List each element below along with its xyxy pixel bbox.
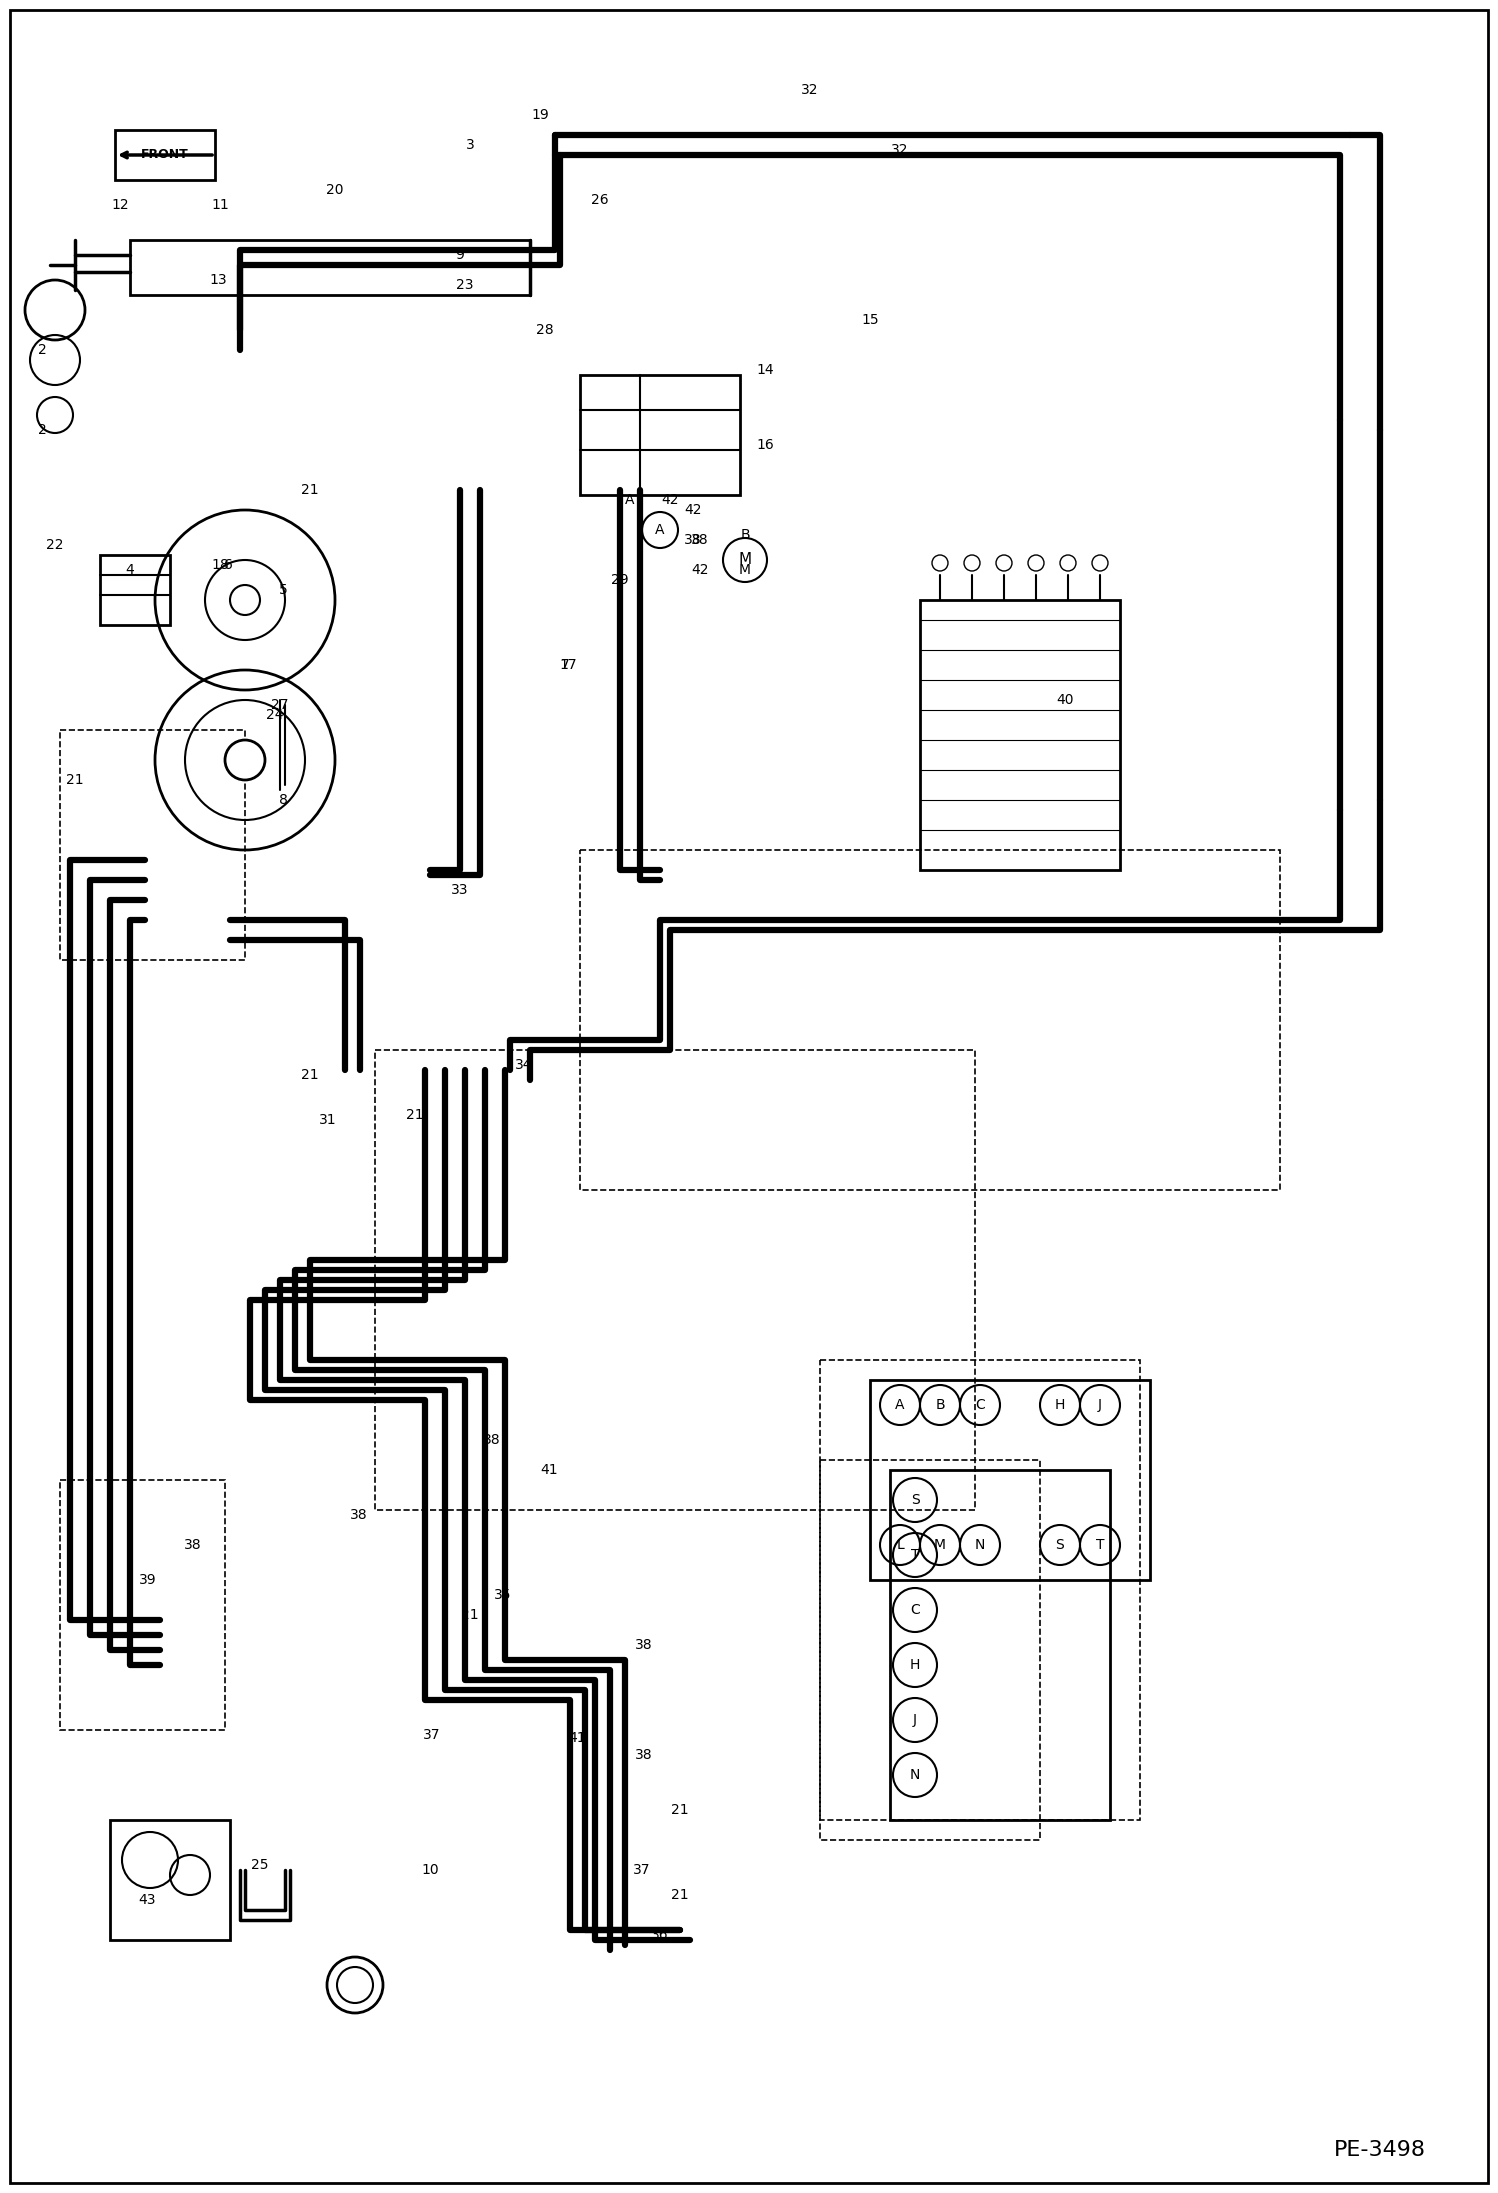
Text: 32: 32 (801, 83, 819, 96)
Text: 9: 9 (455, 248, 464, 261)
Text: A: A (625, 493, 635, 507)
Text: S: S (1056, 1537, 1065, 1553)
Text: C: C (975, 1397, 984, 1412)
Text: 2: 2 (37, 423, 46, 436)
Text: 6: 6 (223, 557, 232, 572)
Text: 5: 5 (279, 583, 288, 596)
Text: 12: 12 (111, 197, 129, 213)
Text: 27: 27 (271, 697, 289, 713)
Text: 21: 21 (301, 1068, 319, 1081)
Bar (920, 601, 1121, 871)
Text: 33: 33 (451, 884, 469, 897)
Text: B: B (740, 529, 750, 542)
Text: 38: 38 (691, 533, 709, 546)
Bar (60, 730, 246, 961)
Text: 37: 37 (634, 1864, 650, 1877)
Text: 11: 11 (211, 197, 229, 213)
Text: 41: 41 (568, 1730, 586, 1746)
Text: 38: 38 (484, 1432, 500, 1447)
Text: 14: 14 (756, 364, 774, 377)
Text: 40: 40 (1056, 693, 1074, 706)
Text: 7: 7 (560, 658, 569, 671)
Text: 13: 13 (210, 272, 226, 287)
Text: 29: 29 (611, 572, 629, 588)
Text: 38: 38 (685, 533, 701, 546)
Text: 21: 21 (301, 482, 319, 498)
Text: 15: 15 (861, 314, 879, 327)
Text: 21: 21 (66, 772, 84, 787)
Text: L: L (896, 1537, 903, 1553)
Text: 41: 41 (541, 1463, 557, 1478)
Text: 38: 38 (184, 1537, 202, 1553)
Text: 21: 21 (461, 1607, 479, 1623)
Text: 10: 10 (421, 1864, 439, 1877)
Text: 34: 34 (515, 1057, 533, 1072)
Text: 25: 25 (252, 1857, 268, 1873)
Text: M: M (739, 564, 750, 577)
Text: M: M (739, 553, 752, 568)
Text: B: B (935, 1397, 945, 1412)
Circle shape (225, 739, 265, 781)
Text: 16: 16 (756, 439, 774, 452)
Text: 31: 31 (319, 1114, 337, 1127)
Text: 24: 24 (267, 708, 283, 721)
Text: 22: 22 (46, 537, 64, 553)
Bar (109, 1820, 231, 1941)
Text: J: J (912, 1713, 917, 1728)
Bar (890, 1469, 1110, 1820)
Text: 42: 42 (661, 493, 679, 507)
Text: 35: 35 (494, 1588, 512, 1603)
Text: 39: 39 (139, 1572, 157, 1588)
Text: 3: 3 (466, 138, 475, 151)
Text: T: T (1095, 1537, 1104, 1553)
Text: N: N (909, 1768, 920, 1783)
Bar (819, 1360, 1140, 1820)
Text: 26: 26 (592, 193, 608, 206)
Text: 32: 32 (891, 143, 909, 158)
Text: 17: 17 (559, 658, 577, 671)
Text: H: H (909, 1658, 920, 1671)
Text: 18: 18 (211, 557, 229, 572)
Text: 21: 21 (671, 1888, 689, 1901)
Text: 36: 36 (652, 1928, 668, 1943)
Text: 20: 20 (327, 182, 343, 197)
Text: 21: 21 (671, 1803, 689, 1818)
Bar (374, 1050, 975, 1511)
Text: 28: 28 (536, 322, 554, 338)
Text: T: T (911, 1548, 920, 1561)
Text: H: H (1055, 1397, 1065, 1412)
Text: N: N (975, 1537, 986, 1553)
Circle shape (231, 586, 261, 614)
Text: 4: 4 (126, 564, 135, 577)
Text: S: S (911, 1493, 920, 1507)
Text: 38: 38 (635, 1748, 653, 1761)
Text: M: M (933, 1537, 947, 1553)
Text: 43: 43 (138, 1893, 156, 1908)
Bar (100, 555, 169, 625)
Bar (870, 1379, 1150, 1579)
Text: C: C (911, 1603, 920, 1616)
Text: 37: 37 (424, 1728, 440, 1741)
Text: PE-3498: PE-3498 (1335, 2140, 1426, 2160)
Text: 42: 42 (691, 564, 709, 577)
Text: 38: 38 (351, 1509, 369, 1522)
Text: 42: 42 (685, 502, 701, 518)
Bar (130, 239, 530, 296)
Text: FRONT: FRONT (141, 149, 189, 162)
Text: 8: 8 (279, 794, 288, 807)
Text: 21: 21 (406, 1107, 424, 1123)
Text: J: J (1098, 1397, 1103, 1412)
Bar (819, 1461, 1040, 1840)
Text: 2: 2 (37, 342, 46, 357)
Text: A: A (896, 1397, 905, 1412)
Bar (580, 851, 1279, 1191)
Text: A: A (655, 522, 665, 537)
Text: 19: 19 (532, 107, 548, 123)
Text: 23: 23 (457, 279, 473, 292)
Bar (580, 375, 740, 496)
Bar (60, 1480, 225, 1730)
Text: 38: 38 (635, 1638, 653, 1651)
